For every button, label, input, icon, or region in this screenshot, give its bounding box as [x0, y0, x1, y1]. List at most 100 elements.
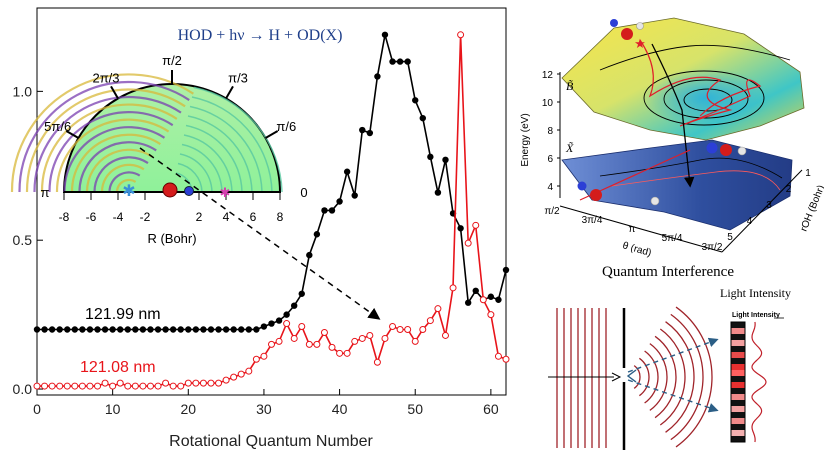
data-point-black [427, 153, 434, 161]
data-point-black [283, 311, 290, 318]
data-point-red [154, 382, 162, 390]
data-point-red [260, 352, 268, 360]
data-point-black [336, 198, 343, 205]
series-line-red [37, 34, 507, 387]
data-point-red [71, 382, 79, 390]
x-tick-label: 40 [332, 401, 348, 417]
plot-frame [36, 7, 507, 396]
z-tick-label: 10 [542, 98, 554, 109]
data-point-black [321, 207, 328, 214]
data-point-red [177, 382, 185, 390]
screen-label: Light Intensity [732, 312, 780, 319]
data-point-red [199, 379, 207, 387]
screen-band [731, 394, 745, 400]
inset-x-tick-label: -4 [113, 210, 124, 224]
inset-x-tick-label: 6 [250, 210, 257, 224]
fringe-arc [100, 163, 145, 193]
fringe-arc [10, 73, 194, 193]
data-point-black [313, 231, 321, 238]
beam-upper [627, 337, 719, 373]
screen-band [731, 382, 745, 388]
fringe-arc [187, 115, 253, 193]
screen-band [731, 424, 745, 430]
data-point-red [351, 337, 359, 345]
data-point-red [305, 340, 313, 348]
theta-tick-label: π/2 [544, 206, 560, 217]
inset-wavepacket: HOD + hν → H + OD(X) 0 π/6 π/3 π/2 2π/3 5π/6 π… [10, 27, 381, 320]
data-point-black [359, 126, 366, 134]
screen-band [731, 370, 745, 376]
angle-tick [65, 130, 79, 139]
data-point-black [56, 326, 63, 333]
data-point-black [132, 326, 139, 333]
data-point-black [33, 326, 41, 333]
r-axis-line [721, 169, 803, 253]
data-point-black [71, 326, 79, 333]
z-tick-label: 6 [547, 154, 553, 165]
screen-band [731, 346, 745, 352]
data-point-black [457, 225, 464, 232]
data-point-red [124, 382, 132, 390]
circular-wave-arc [670, 313, 704, 441]
data-point-red [396, 326, 404, 334]
data-point-red [162, 379, 170, 387]
inset-x-tick-label: -6 [86, 210, 97, 224]
inset-x-tick-label: -2 [140, 210, 151, 224]
data-point-black [389, 58, 396, 65]
angle-label: π/6 [276, 119, 296, 134]
fringe-arc [18, 80, 190, 193]
screen-band [731, 418, 745, 424]
data-point-black [109, 326, 116, 333]
fringe-arc [25, 88, 186, 193]
fringe-arc [78, 141, 157, 193]
fringe-arc [93, 156, 149, 193]
deuterium-atom [184, 186, 194, 196]
r-axis-title: rOH (Bohr) [799, 184, 824, 233]
data-point-black [215, 326, 222, 333]
z-tick-label: 8 [547, 126, 553, 137]
data-point-black [487, 293, 495, 300]
data-point-red [313, 340, 321, 348]
data-point-black [185, 326, 192, 333]
data-point-black [124, 326, 131, 333]
circular-wave-arc [644, 350, 659, 404]
theta-tick-label: 3π/4 [582, 215, 603, 226]
theta-tick-label: 5π/4 [662, 233, 683, 244]
screen-band [731, 400, 745, 406]
circular-wave-arc [654, 335, 677, 419]
x-tick-label: 50 [407, 401, 423, 417]
data-point-black [495, 296, 502, 303]
data-point-black [64, 326, 71, 333]
data-point-black [434, 189, 442, 196]
data-point-red [94, 382, 102, 390]
fringe-arc [115, 178, 137, 193]
data-point-black [169, 326, 177, 333]
data-point-red [426, 317, 434, 325]
lower-surface-X [561, 139, 793, 231]
fringe-arc [185, 124, 243, 193]
data-point-red [479, 296, 487, 304]
data-point-red [169, 382, 177, 390]
data-point-red [146, 382, 154, 390]
data-point-red [494, 352, 502, 360]
data-point-black [253, 326, 260, 333]
interference-fringes [10, 73, 283, 193]
data-point-black [117, 326, 124, 333]
data-point-black [366, 129, 374, 137]
data-point-black [419, 114, 426, 122]
data-point-black [306, 251, 313, 259]
main-chart: 0 10 20 30 40 50 60 0.00.51.0 Rotational Quant… [13, 7, 510, 450]
data-point-black [472, 287, 479, 295]
inset-x-title: R (Bohr) [147, 231, 196, 246]
data-point-black [41, 326, 48, 333]
oxygen-atom [162, 182, 178, 198]
data-point-red [389, 323, 397, 331]
data-point-black [381, 31, 389, 38]
fringe-arc [63, 126, 166, 193]
y-tick-label: 0.0 [13, 381, 33, 397]
data-point-black [502, 266, 510, 274]
data-point-black [192, 326, 200, 333]
data-point-red [207, 379, 215, 387]
fringe-arc [177, 162, 203, 193]
